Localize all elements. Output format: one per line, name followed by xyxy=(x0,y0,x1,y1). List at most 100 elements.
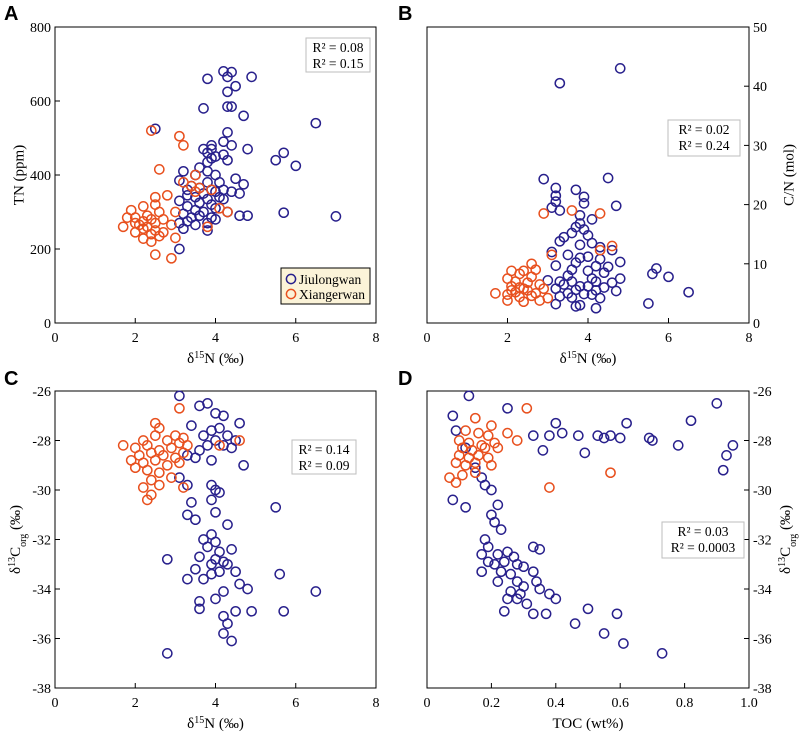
data-point-xiangerwan xyxy=(166,252,177,264)
data-point-jiulongwan xyxy=(610,285,622,297)
data-point-jiulongwan xyxy=(222,618,233,629)
x-tick-label: 8 xyxy=(373,696,380,711)
data-point-jiulongwan xyxy=(482,556,494,568)
y-tick-label: 400 xyxy=(30,169,51,184)
data-point-jiulongwan xyxy=(598,628,610,639)
data-point-jiulongwan xyxy=(538,173,550,185)
data-point-jiulongwan xyxy=(178,165,189,177)
data-point-jiulongwan xyxy=(218,410,229,422)
y-tick-label: 200 xyxy=(30,243,51,258)
data-point-xiangerwan xyxy=(137,201,149,212)
x-tick-label: 8 xyxy=(373,331,380,346)
x-tick-label: 0.8 xyxy=(676,696,694,711)
data-point-jiulongwan xyxy=(550,182,562,194)
y-axis-label: δ13Corg (‰) xyxy=(777,505,799,574)
y-tick-label: 800 xyxy=(30,21,51,36)
data-point-xiangerwan xyxy=(594,208,606,219)
data-point-jiulongwan xyxy=(594,241,606,253)
data-point-xiangerwan xyxy=(161,459,173,471)
data-point-jiulongwan xyxy=(206,454,217,466)
data-point-jiulongwan xyxy=(572,430,584,441)
data-point-jiulongwan xyxy=(647,435,658,446)
data-point-xiangerwan xyxy=(469,412,481,424)
data-point-xiangerwan xyxy=(473,427,484,439)
data-point-jiulongwan xyxy=(202,217,213,229)
data-point-xiangerwan xyxy=(149,430,161,441)
data-point-jiulongwan xyxy=(495,524,507,535)
data-point-xiangerwan xyxy=(444,472,455,483)
data-point-jiulongwan xyxy=(206,568,217,580)
data-point-jiulongwan xyxy=(606,244,618,256)
r2-jiulongwan: R² = 0.14 xyxy=(298,442,349,457)
data-point-jiulongwan xyxy=(270,154,282,166)
data-point-jiulongwan xyxy=(527,541,539,553)
data-point-xiangerwan xyxy=(153,479,165,491)
data-point-jiulongwan xyxy=(238,459,249,471)
y-tick-label: -30 xyxy=(32,484,51,499)
data-point-jiulongwan xyxy=(194,210,205,222)
data-point-jiulongwan xyxy=(226,442,237,454)
x-tick-label: 0.2 xyxy=(483,696,501,711)
data-point-jiulongwan xyxy=(594,292,606,304)
data-point-jiulongwan xyxy=(550,260,562,271)
data-point-xiangerwan xyxy=(526,290,537,302)
x-tick-label: 0.6 xyxy=(611,696,629,711)
data-point-xiangerwan xyxy=(460,425,471,436)
data-point-jiulongwan xyxy=(222,71,233,83)
data-point-jiulongwan xyxy=(274,568,286,580)
y-tick-label: 30 xyxy=(753,139,767,154)
data-point-jiulongwan xyxy=(242,210,253,222)
data-point-jiulongwan xyxy=(230,605,241,617)
r2-jiulongwan: R² = 0.02 xyxy=(678,122,729,137)
data-point-jiulongwan xyxy=(614,256,626,268)
data-point-jiulongwan xyxy=(246,71,257,83)
data-point-jiulongwan xyxy=(511,558,523,570)
data-point-jiulongwan xyxy=(476,566,488,578)
data-point-jiulongwan xyxy=(502,546,513,558)
data-point-xiangerwan xyxy=(202,221,213,233)
data-point-jiulongwan xyxy=(685,415,697,427)
data-point-xiangerwan xyxy=(141,494,153,506)
data-point-xiangerwan xyxy=(490,288,501,299)
data-point-jiulongwan xyxy=(198,103,209,114)
data-point-jiulongwan xyxy=(579,447,591,459)
data-point-xiangerwan xyxy=(149,454,161,466)
data-point-jiulongwan xyxy=(230,173,241,185)
data-point-jiulongwan xyxy=(489,516,500,528)
data-point-jiulongwan xyxy=(598,267,610,279)
data-point-jiulongwan xyxy=(578,288,590,300)
data-point-jiulongwan xyxy=(592,430,604,441)
data-point-jiulongwan xyxy=(569,618,581,629)
data-point-jiulongwan xyxy=(602,172,614,184)
data-point-jiulongwan xyxy=(546,246,558,258)
data-point-jiulongwan xyxy=(518,561,529,573)
data-point-xiangerwan xyxy=(161,189,173,201)
data-point-jiulongwan xyxy=(242,143,253,155)
data-point-xiangerwan xyxy=(544,482,555,493)
data-point-jiulongwan xyxy=(574,209,586,221)
data-point-jiulongwan xyxy=(230,80,241,92)
data-point-xiangerwan xyxy=(153,230,165,242)
data-point-jiulongwan xyxy=(558,279,570,290)
data-point-xiangerwan xyxy=(170,206,181,218)
data-point-xiangerwan xyxy=(153,164,165,175)
data-point-jiulongwan xyxy=(683,286,694,298)
y-tick-label: -38 xyxy=(32,682,51,697)
data-point-xiangerwan xyxy=(166,219,177,231)
data-point-jiulongwan xyxy=(618,638,629,649)
data-point-jiulongwan xyxy=(210,506,221,518)
data-point-xiangerwan xyxy=(486,459,497,471)
x-tick-label: 1.0 xyxy=(740,696,758,711)
data-point-xiangerwan xyxy=(174,130,185,142)
data-point-xiangerwan xyxy=(518,296,529,308)
data-point-jiulongwan xyxy=(498,556,510,568)
data-point-jiulongwan xyxy=(537,445,549,456)
x-tick-label: 6 xyxy=(292,331,299,346)
y-tick-label: 600 xyxy=(30,95,51,110)
data-point-jiulongwan xyxy=(486,484,497,496)
data-point-jiulongwan xyxy=(178,223,189,235)
x-axis-label: δ15N (‰) xyxy=(560,350,617,368)
data-point-jiulongwan xyxy=(721,450,732,461)
